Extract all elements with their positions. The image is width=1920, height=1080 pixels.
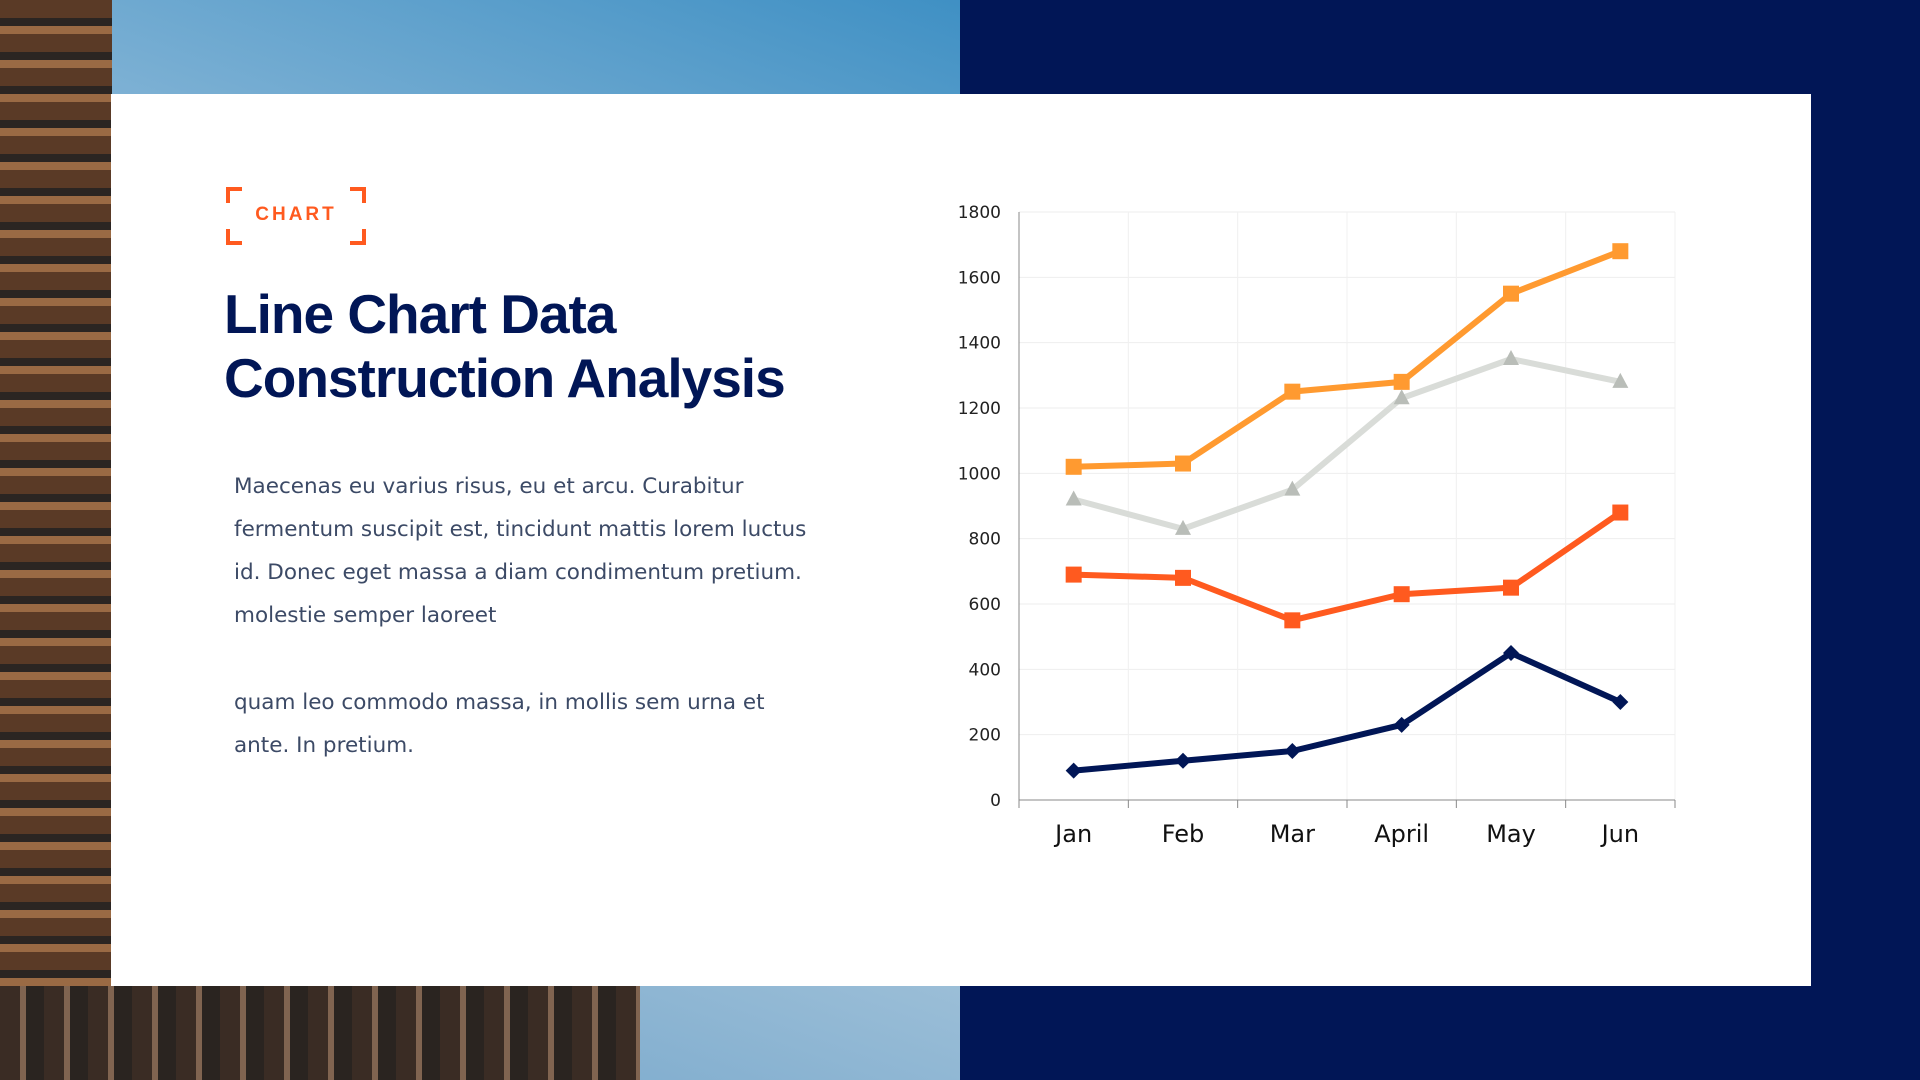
data-point xyxy=(1612,504,1629,521)
y-tick-label: 800 xyxy=(969,530,1001,550)
data-point xyxy=(1065,566,1082,583)
y-tick-label: 600 xyxy=(969,595,1001,615)
data-point xyxy=(1065,490,1082,506)
bracket-corner xyxy=(226,229,242,245)
y-tick-label: 1000 xyxy=(958,464,1001,484)
content-card xyxy=(111,94,1811,986)
y-tick-label: 1200 xyxy=(958,399,1001,419)
data-point xyxy=(1393,586,1410,603)
data-point xyxy=(1612,243,1629,260)
paragraph-1: Maecenas eu varius risus, eu et arcu. Cu… xyxy=(234,474,807,628)
chart-tag: CHART xyxy=(226,187,366,245)
x-tick-label: April xyxy=(1374,820,1429,848)
data-point xyxy=(1284,743,1301,759)
data-point xyxy=(1175,569,1191,586)
bracket-corner xyxy=(350,187,366,203)
x-tick-label: May xyxy=(1486,820,1536,848)
data-point xyxy=(1612,372,1629,388)
y-tick-label: 1800 xyxy=(958,203,1001,223)
x-tick-label: Jan xyxy=(1053,820,1092,848)
data-point xyxy=(1065,458,1082,475)
bracket-corner xyxy=(226,187,242,203)
series-line xyxy=(1073,650,1622,774)
y-tick-label: 1400 xyxy=(958,334,1001,354)
data-point xyxy=(1284,383,1301,400)
data-point xyxy=(1284,612,1301,629)
data-point xyxy=(1503,579,1519,596)
page-title: Line Chart Data Construction Analysis xyxy=(224,282,786,410)
data-point xyxy=(1503,285,1519,302)
data-point xyxy=(1175,455,1191,472)
data-point xyxy=(1065,762,1082,779)
x-tick-label: Feb xyxy=(1162,820,1205,848)
series-3 xyxy=(1065,504,1629,629)
series-line xyxy=(1072,356,1621,532)
building-photo-left xyxy=(0,0,112,1080)
series-4 xyxy=(1065,645,1629,779)
data-point xyxy=(1503,645,1519,661)
data-point xyxy=(1612,694,1629,710)
title-line-2: Construction Analysis xyxy=(224,347,786,409)
x-tick-label: Jun xyxy=(1600,820,1640,848)
data-point xyxy=(1284,480,1301,496)
data-point xyxy=(1393,373,1410,390)
y-tick-label: 0 xyxy=(990,791,1001,811)
x-tick-label: Mar xyxy=(1270,820,1315,848)
bracket-corner xyxy=(350,229,366,245)
data-point xyxy=(1393,389,1410,405)
building-photo-bottom xyxy=(0,986,640,1080)
data-point xyxy=(1503,350,1519,365)
y-tick-label: 400 xyxy=(969,660,1001,680)
y-tick-label: 1600 xyxy=(958,268,1001,288)
paragraph-2: quam leo commodo massa, in mollis sem ur… xyxy=(234,690,765,758)
data-point xyxy=(1175,752,1191,769)
series-line xyxy=(1073,248,1622,470)
title-line-1: Line Chart Data xyxy=(224,283,616,345)
tag-label: CHART xyxy=(255,204,337,225)
y-tick-label: 200 xyxy=(969,726,1001,746)
series-1 xyxy=(1065,243,1629,475)
data-point xyxy=(1393,716,1410,733)
data-point xyxy=(1175,519,1191,535)
series-line xyxy=(1073,510,1623,624)
series-2 xyxy=(1065,350,1629,535)
